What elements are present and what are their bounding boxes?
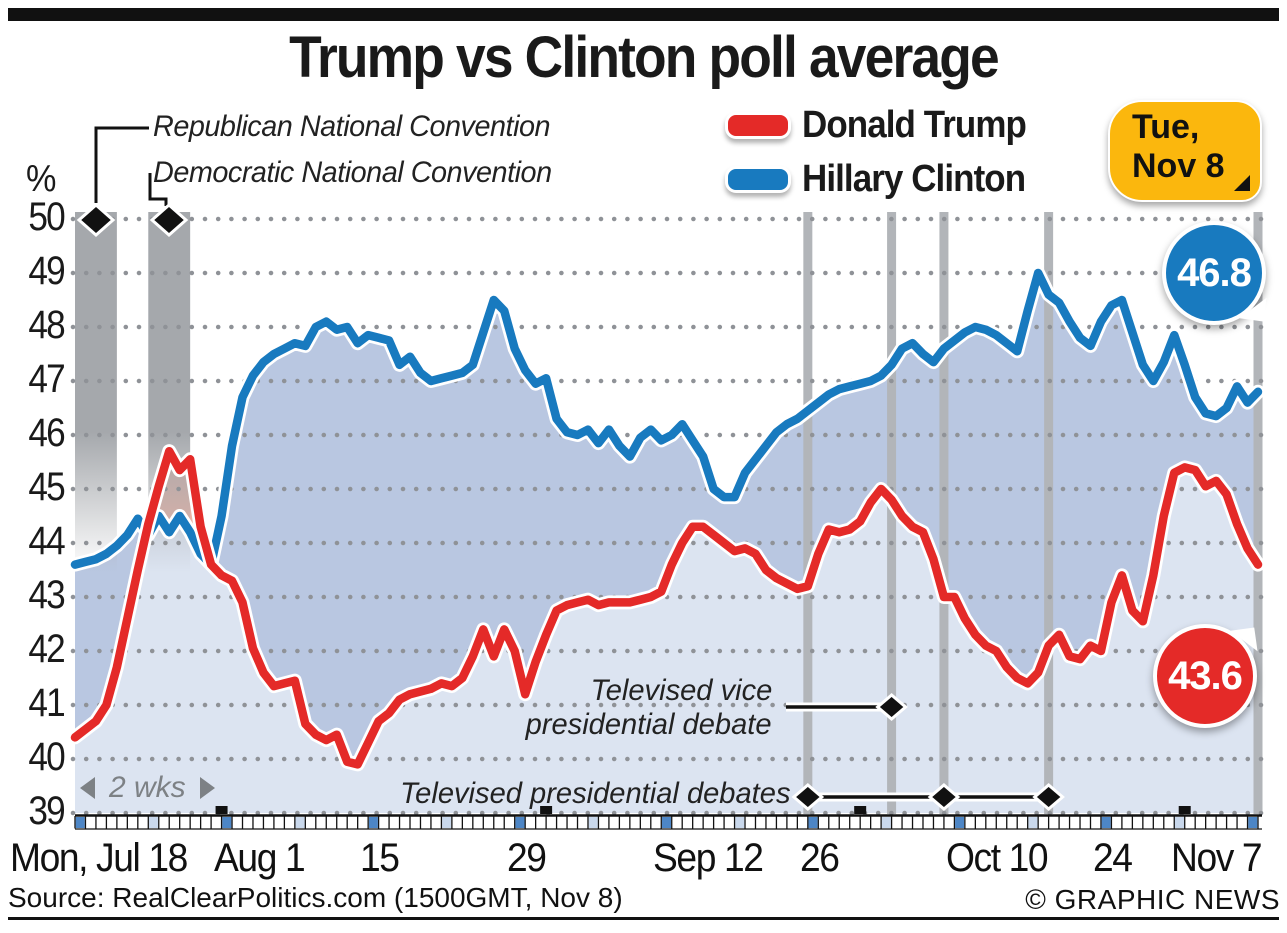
dnc-annotation: Democratic National Convention — [153, 156, 552, 189]
trump-legend-label: Donald Trump — [802, 104, 1027, 146]
clinton-legend-swatch — [725, 166, 791, 193]
x-tick-label: Aug 1 — [213, 836, 306, 880]
two-week-label: 2 wks — [109, 771, 186, 804]
y-tick-label: 45 — [28, 465, 65, 509]
x-tick-label: 29 — [506, 836, 547, 880]
vp-debate-annotation-line1: Televised vice — [590, 674, 772, 707]
top-rule — [8, 8, 1279, 21]
y-tick-label: 49 — [28, 249, 65, 293]
x-tick-label: 15 — [360, 836, 400, 880]
left-arrow-icon — [80, 777, 95, 799]
page-title: Trump vs Clinton poll average — [289, 25, 1000, 90]
clinton-badge-pointer — [1239, 294, 1267, 322]
y-tick-label: 44 — [28, 519, 65, 563]
x-tick-label: Oct 10 — [946, 836, 1049, 880]
gridlines — [70, 216, 1270, 816]
x-tick-label: Nov 7 — [1170, 836, 1263, 880]
y-tick-label: 46 — [28, 411, 65, 455]
election-day-line1: Tue, — [1132, 108, 1200, 146]
y-axis-unit: % — [26, 158, 57, 200]
x-tick-label: 24 — [1092, 836, 1133, 880]
debate-connectors — [786, 693, 1065, 811]
y-tick-label: 41 — [28, 681, 65, 725]
clinton-line — [70, 268, 1263, 569]
trump-line — [70, 446, 1263, 769]
y-tick-label: 40 — [28, 735, 65, 779]
two-week-scale-indicator: 2 wks — [80, 771, 215, 805]
trump-badge-pointer — [1230, 627, 1258, 655]
y-tick-label: 47 — [28, 357, 65, 401]
election-badge-pointer — [1234, 175, 1250, 191]
clinton-final-value: 46.8 — [1177, 250, 1252, 295]
x-tick-label: 26 — [799, 836, 840, 880]
vp-debate-annotation-line2: presidential debate — [526, 708, 772, 741]
x-tick-label: Sep 12 — [653, 836, 764, 880]
trump-final-value: 43.6 — [1168, 653, 1243, 698]
source-credit: Source: RealClearPolitics.com (1500GMT, … — [8, 882, 623, 913]
x-tick-label: Mon, Jul 18 — [10, 836, 188, 880]
event-bands — [75, 212, 1263, 814]
election-day-badge: Tue, Nov 8 — [1108, 100, 1262, 202]
y-tick-label: 39 — [28, 789, 65, 833]
clinton-legend-label: Hillary Clinton — [802, 158, 1026, 200]
copyright: © GRAPHIC NEWS — [1025, 884, 1280, 915]
trump-final-value-badge: 43.6 — [1153, 624, 1258, 728]
y-tick-label: 42 — [28, 627, 65, 671]
poll-lines — [68, 266, 1265, 772]
clinton-final-value-badge: 46.8 — [1162, 221, 1267, 325]
right-arrow-icon — [199, 777, 215, 799]
election-day-line2: Nov 8 — [1132, 147, 1225, 186]
presidential-debates-annotation: Televised presidential debates — [399, 777, 790, 810]
y-tick-label: 48 — [28, 303, 65, 347]
date-ruler — [74, 806, 1262, 830]
convention-markers — [76, 126, 189, 238]
rnc-annotation: Republican National Convention — [153, 110, 551, 143]
y-tick-label: 50 — [28, 195, 65, 239]
y-tick-label: 43 — [28, 573, 65, 617]
trump-legend-swatch — [725, 112, 791, 139]
bottom-rule — [8, 917, 1279, 920]
